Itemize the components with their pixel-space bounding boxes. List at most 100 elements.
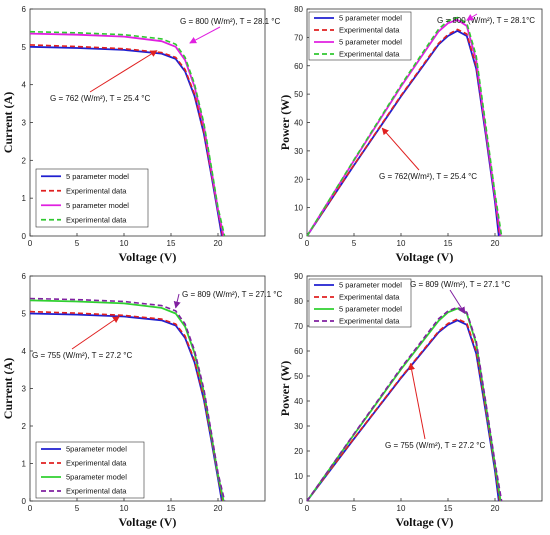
legend-box: [308, 11, 412, 61]
chart-panel-4: 0 5 10 15 20 0 10 20 30 40 50 60 70 80 90 Voltage (V) Po…: [278, 272, 543, 529]
series-line-2: [306, 28, 501, 237]
legend-entry: Experimental data: [339, 293, 400, 302]
y-tick-label: 10: [294, 204, 303, 213]
annotation-text: G = 809 (W/m²), T = 27.1 °C: [410, 280, 510, 289]
y-tick-label: 10: [294, 472, 303, 481]
annotation-arrow: [89, 50, 158, 93]
x-tick-label: 10: [120, 504, 129, 513]
y-tick-label: 5: [22, 43, 27, 52]
y-tick-label: 50: [294, 90, 303, 99]
y-tick-label: 90: [294, 272, 303, 281]
y-tick-label: 4: [22, 347, 27, 356]
legend-entry: 5 parameter model: [66, 172, 129, 181]
annotation-arrow: [449, 289, 466, 315]
annotation-text: G = 809 (W/m²), T = 27.1 °C: [182, 290, 282, 299]
legend: 5 parameter model Experimental data 5 para…: [308, 278, 412, 328]
legend-entry: Experimental data: [66, 459, 127, 468]
y-tick-label: 3: [22, 385, 27, 394]
y-tick-label: 4: [22, 81, 27, 90]
y-tick-label: 30: [294, 422, 303, 431]
y-tick-label: 2: [22, 156, 27, 165]
x-tick-label: 20: [491, 239, 500, 248]
x-tick-label: 0: [305, 239, 310, 248]
x-tick-label: 20: [491, 504, 500, 513]
y-tick-label: 50: [294, 372, 303, 381]
legend: 5parameter model Experimental data 5parame…: [35, 441, 145, 499]
y-tick-label: 0: [299, 497, 304, 506]
y-tick-label: 0: [299, 232, 304, 241]
legend-entry: 5 parameter model: [66, 201, 129, 210]
legend-entry: Experimental data: [66, 215, 127, 224]
legend-entry: 5parameter model: [66, 473, 127, 482]
y-tick-label: 0: [22, 232, 27, 241]
legend-box: [308, 278, 412, 328]
legend: 5 parameter model Experimental data 5 para…: [35, 168, 149, 228]
annotation-text: G = 762(W/m²), T = 25.4 °C: [379, 172, 477, 181]
series-line-2: [306, 318, 501, 502]
x-axis-label: Voltage (V): [119, 250, 177, 264]
x-axis-label: Voltage (V): [119, 515, 177, 529]
x-tick-label: 10: [397, 504, 406, 513]
annotation-arrow: [71, 316, 120, 350]
y-tick-label: 1: [22, 194, 27, 203]
x-tick-label: 5: [75, 239, 80, 248]
annotation-arrow: [173, 293, 181, 309]
annotation-arrow: [189, 26, 221, 44]
y-tick-label: 1: [22, 460, 27, 469]
chart-panel-3: 0 5 10 15 20 0 1 2 3 4 5 6 Voltage (V) Current (A) 5pa…: [1, 272, 282, 529]
x-tick-label: 15: [444, 504, 453, 513]
x-tick-label: 20: [214, 504, 223, 513]
annotation-text: G = 755 (W/m²), T = 27.2 °C: [385, 441, 485, 450]
series-line-1: [306, 29, 500, 237]
y-tick-label: 60: [294, 62, 303, 71]
y-tick-label: 6: [22, 272, 27, 281]
legend-entry: 5 parameter model: [339, 38, 402, 47]
legend-entry: 5 parameter model: [339, 281, 402, 290]
series-line-4: [306, 16, 503, 237]
annotation-text: G = 800 (W/m²), T = 28.1°C: [437, 16, 535, 25]
y-tick-label: 2: [22, 422, 27, 431]
x-tick-label: 10: [397, 239, 406, 248]
series-line-4: [29, 30, 226, 237]
legend-entry: Experimental data: [339, 317, 400, 326]
annotation-text: G = 800 (W/m²), T = 28.1 °C: [180, 17, 280, 26]
legend-box: [35, 441, 145, 499]
y-tick-label: 70: [294, 33, 303, 42]
x-tick-label: 15: [167, 239, 176, 248]
y-tick-label: 40: [294, 119, 303, 128]
x-tick-label: 0: [28, 504, 33, 513]
y-tick-label: 70: [294, 322, 303, 331]
y-tick-label: 60: [294, 347, 303, 356]
legend: 5 parameter model Experimental data 5 para…: [308, 11, 412, 61]
x-tick-label: 10: [120, 239, 129, 248]
series-line-4: [29, 297, 226, 502]
x-tick-label: 0: [305, 504, 310, 513]
x-axis-label: Voltage (V): [396, 515, 454, 529]
annotation-arrow: [466, 13, 478, 21]
plot-frame: [306, 275, 543, 502]
y-axis-label: Current (A): [1, 92, 15, 153]
y-axis-label: Power (W): [278, 361, 292, 416]
legend-entry: Experimental data: [66, 186, 127, 195]
annotation-arrow: [408, 362, 426, 440]
annotation-text: G = 755 (W/m²), T = 27.2 °C: [32, 351, 132, 360]
y-axis-label: Current (A): [1, 358, 15, 419]
annotation-arrow: [381, 127, 420, 171]
y-tick-label: 0: [22, 497, 27, 506]
y-tick-label: 40: [294, 397, 303, 406]
y-tick-label: 20: [294, 447, 303, 456]
y-tick-label: 5: [22, 310, 27, 319]
legend-entry: Experimental data: [339, 50, 400, 59]
legend-entry: 5parameter model: [66, 445, 127, 454]
legend-entry: Experimental data: [66, 487, 127, 496]
chart-panel-2: 0 5 10 15 20 0 10 20 30 40 50 60 70 80 Voltage (V) Powe…: [278, 5, 543, 264]
x-tick-label: 5: [75, 504, 80, 513]
legend-box: [35, 168, 149, 228]
x-tick-label: 15: [167, 504, 176, 513]
legend-entry: 5 parameter model: [339, 14, 402, 23]
annotation-text: G = 762 (W/m²), T = 25.4 °C: [50, 94, 150, 103]
x-axis-label: Voltage (V): [396, 250, 454, 264]
legend-entry: Experimental data: [339, 26, 400, 35]
x-tick-label: 0: [28, 239, 33, 248]
y-axis-label: Power (W): [278, 95, 292, 150]
